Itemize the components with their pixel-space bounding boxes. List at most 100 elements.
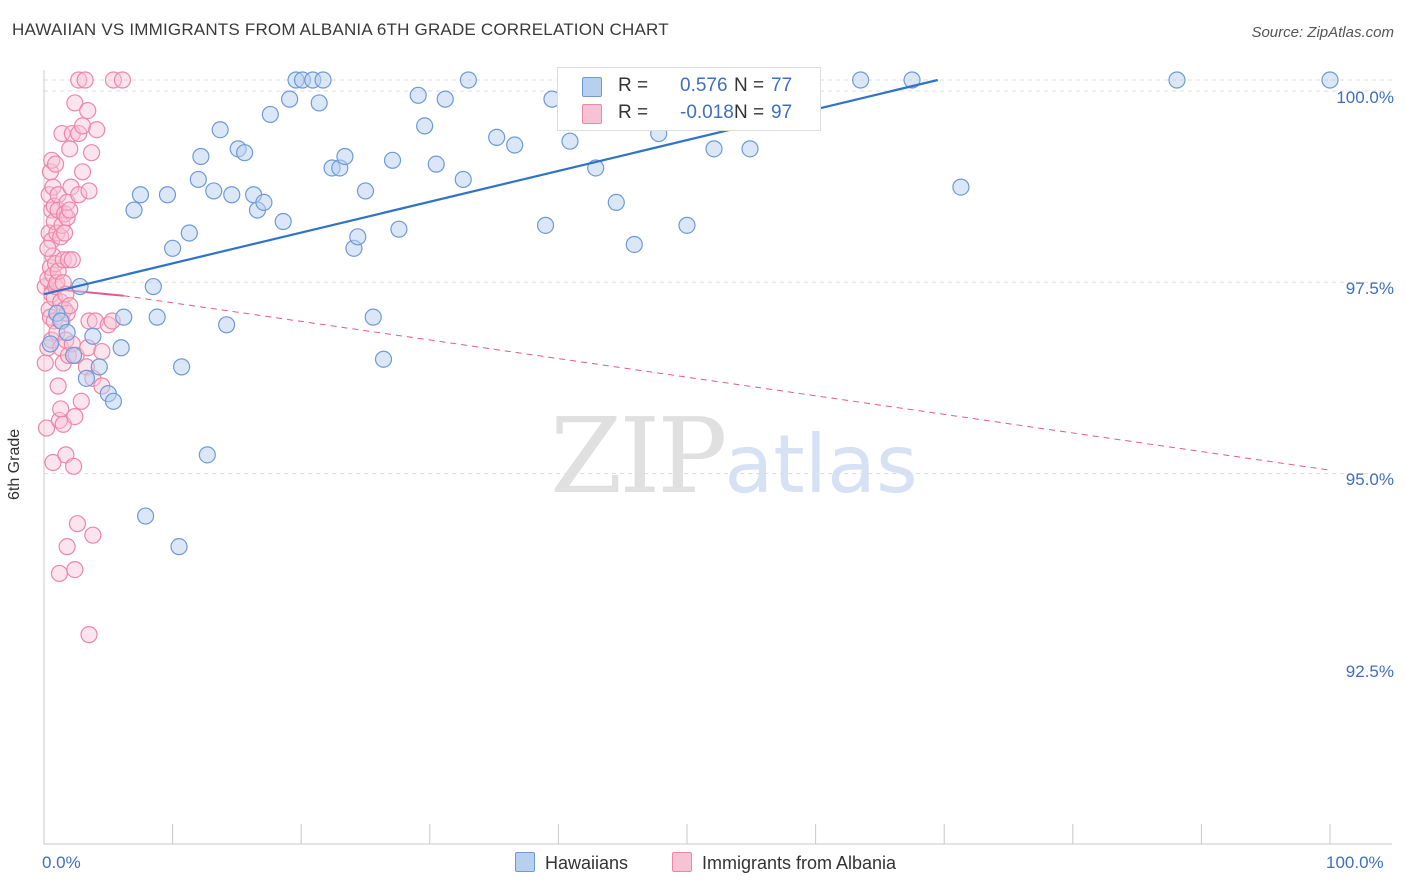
- data-point-albania: [39, 239, 57, 257]
- legend-item-albania[interactable]: Immigrants from Albania: [672, 852, 896, 874]
- x-tick-label-min: 0.0%: [42, 853, 81, 872]
- data-point-albania: [79, 101, 97, 120]
- data-point-hawaiians: [536, 216, 555, 234]
- data-point-albania: [58, 538, 76, 556]
- data-point-hawaiians: [90, 358, 108, 376]
- data-point-hawaiians: [310, 94, 328, 112]
- y-tick-label-92.5: 92.5%: [1345, 662, 1394, 681]
- legend-r-label: R =: [618, 75, 649, 96]
- data-point-hawaiians: [158, 186, 177, 204]
- data-point-hawaiians: [125, 201, 143, 219]
- data-point-albania: [50, 564, 69, 583]
- data-point-hawaiians: [112, 339, 130, 357]
- data-point-albania: [93, 342, 111, 361]
- legend-label-hawaiians: Hawaiians: [545, 853, 629, 873]
- data-point-hawaiians: [705, 140, 723, 158]
- data-point-albania: [73, 163, 92, 181]
- data-point-albania: [46, 155, 65, 173]
- data-point-hawaiians: [314, 71, 332, 89]
- legend-n-label: N =: [734, 102, 765, 123]
- data-point-hawaiians: [170, 538, 188, 556]
- data-point-hawaiians: [205, 182, 223, 200]
- watermark-atlas: atlas: [724, 418, 918, 511]
- data-point-hawaiians: [148, 308, 166, 326]
- legend-r-value: -0.018: [680, 102, 734, 123]
- data-point-hawaiians: [261, 105, 279, 124]
- data-point-hawaiians: [223, 186, 241, 204]
- data-point-hawaiians: [427, 155, 445, 173]
- data-point-albania: [66, 408, 84, 426]
- data-point-hawaiians: [436, 90, 454, 108]
- trendline-albania-dashed: [123, 295, 1331, 471]
- data-point-albania: [82, 144, 101, 162]
- watermark: ZIPatlas: [550, 395, 918, 517]
- points-hawaiians: [41, 71, 1339, 556]
- data-point-albania: [88, 121, 106, 139]
- data-point-hawaiians: [1321, 71, 1339, 89]
- data-point-hawaiians: [852, 71, 870, 89]
- data-point-hawaiians: [136, 507, 155, 525]
- y-tick-label-100: 100.0%: [1336, 88, 1394, 107]
- y-tick-label-95: 95.0%: [1345, 470, 1394, 489]
- data-point-hawaiians: [189, 170, 207, 189]
- data-point-albania: [84, 526, 102, 544]
- data-point-hawaiians: [678, 216, 696, 234]
- y-axis-label: 6th Grade: [6, 428, 23, 500]
- data-point-hawaiians: [903, 71, 921, 89]
- data-point-hawaiians: [336, 147, 354, 166]
- data-point-hawaiians: [218, 316, 236, 334]
- data-point-albania: [66, 94, 84, 112]
- data-point-hawaiians: [131, 186, 150, 204]
- data-point-albania: [64, 457, 83, 475]
- data-point-hawaiians: [211, 121, 229, 139]
- data-point-albania: [80, 626, 98, 644]
- stats-legend: R = 0.576 N = 77 R = -0.018 N = 97: [557, 67, 821, 131]
- data-point-albania: [70, 186, 88, 204]
- legend-label-albania: Immigrants from Albania: [702, 853, 897, 873]
- legend-swatch-blue: [582, 77, 602, 97]
- data-point-hawaiians: [741, 140, 759, 158]
- data-point-hawaiians: [383, 151, 402, 169]
- data-point-albania: [66, 560, 84, 579]
- data-point-hawaiians: [625, 235, 643, 254]
- data-point-hawaiians: [64, 346, 83, 364]
- data-point-albania: [70, 71, 88, 89]
- data-point-hawaiians: [409, 86, 427, 104]
- legend-n-value: 77: [771, 75, 793, 96]
- data-point-albania: [113, 71, 132, 89]
- data-point-hawaiians: [607, 193, 625, 211]
- data-point-hawaiians: [506, 136, 524, 154]
- data-point-hawaiians: [58, 323, 76, 342]
- legend-swatch-pink: [582, 104, 602, 124]
- data-point-hawaiians: [416, 117, 434, 135]
- legend-swatch-hawaiians: [515, 852, 535, 872]
- data-point-albania: [76, 71, 94, 89]
- data-point-albania: [61, 140, 79, 158]
- points-albania: [36, 71, 132, 644]
- data-point-hawaiians: [198, 446, 216, 464]
- data-point-hawaiians: [236, 144, 254, 162]
- data-point-albania: [61, 201, 79, 219]
- data-point-hawaiians: [281, 90, 299, 108]
- data-point-hawaiians: [349, 228, 367, 246]
- axes: [43, 70, 1392, 845]
- legend-item-hawaiians[interactable]: Hawaiians: [515, 852, 628, 874]
- y-tick-label-97.5: 97.5%: [1345, 279, 1394, 298]
- x-tick-label-max: 100.0%: [1326, 853, 1384, 872]
- data-point-albania: [59, 251, 78, 269]
- data-point-hawaiians: [173, 358, 191, 376]
- data-point-hawaiians: [952, 178, 970, 196]
- data-point-hawaiians: [84, 327, 102, 345]
- data-point-hawaiians: [164, 239, 182, 257]
- data-point-hawaiians: [274, 212, 292, 231]
- source-label: Source: ZipAtlas.com: [1251, 24, 1394, 41]
- grid-lines: [44, 79, 1392, 474]
- data-point-hawaiians: [364, 308, 382, 326]
- data-point-hawaiians: [374, 350, 393, 368]
- data-point-hawaiians: [77, 369, 96, 387]
- data-point-albania: [63, 251, 81, 269]
- data-point-albania: [49, 377, 67, 395]
- data-point-albania: [61, 297, 79, 315]
- data-point-albania: [55, 224, 74, 242]
- data-point-albania: [37, 419, 56, 437]
